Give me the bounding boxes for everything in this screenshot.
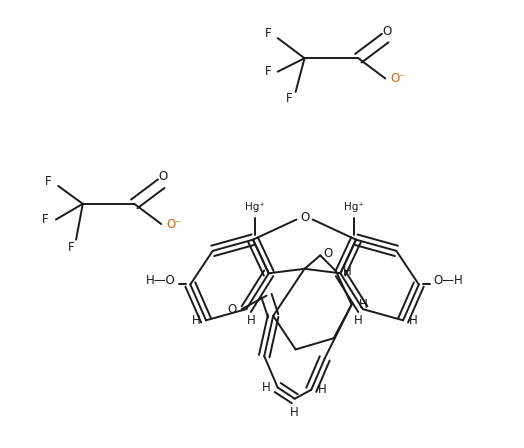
Text: H: H [358, 298, 367, 311]
Text: O⁻: O⁻ [390, 72, 406, 85]
Text: H: H [318, 383, 327, 396]
Text: F: F [45, 175, 52, 188]
Text: O: O [227, 302, 237, 316]
Text: H: H [192, 314, 201, 327]
Text: O: O [300, 211, 309, 224]
Text: O⁻: O⁻ [166, 217, 181, 231]
Text: O: O [159, 170, 168, 184]
Text: H: H [409, 314, 417, 327]
Text: F: F [68, 241, 75, 254]
Text: H: H [343, 264, 352, 278]
Text: H: H [354, 314, 363, 327]
Text: Hg⁺: Hg⁺ [245, 202, 265, 212]
Text: Hg⁺: Hg⁺ [344, 202, 364, 212]
Text: F: F [265, 65, 271, 78]
Text: H: H [246, 314, 255, 327]
Text: O: O [383, 25, 392, 38]
Text: H: H [262, 381, 271, 394]
Text: F: F [286, 92, 292, 105]
Text: O: O [324, 246, 333, 260]
Text: F: F [41, 213, 48, 226]
Text: O—H: O—H [433, 273, 463, 287]
Text: F: F [265, 27, 271, 40]
Text: H—O: H—O [146, 273, 176, 287]
Text: H: H [290, 405, 299, 419]
